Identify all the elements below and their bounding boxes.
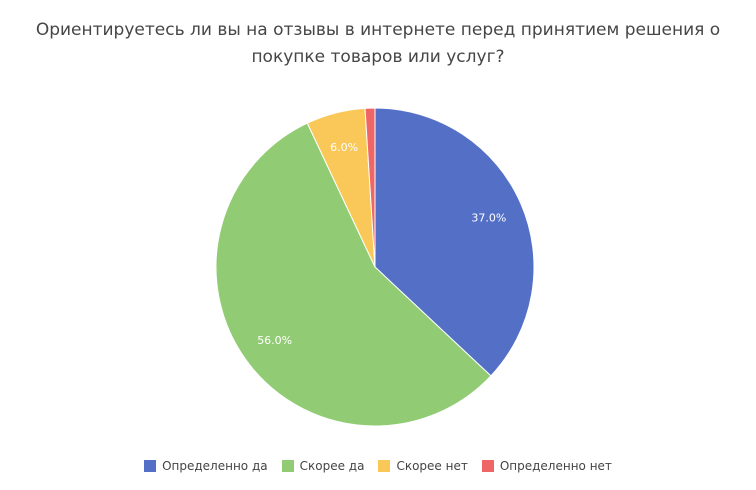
legend-label: Определенно нет <box>499 459 612 473</box>
legend-item-rather-no[interactable]: Скорее нет <box>378 459 468 473</box>
pie-slice-3[interactable] <box>364 107 376 268</box>
pie-slice-0[interactable] <box>374 107 535 377</box>
legend-label: Скорее нет <box>396 459 468 473</box>
pie-slice-label: 56.0% <box>257 334 292 347</box>
legend-swatch <box>378 460 391 472</box>
legend-swatch <box>144 460 157 472</box>
legend-item-rather-yes[interactable]: Скорее да <box>281 459 365 473</box>
pie-labels: 37.0% 56.0% 6.0% <box>257 141 506 347</box>
pie-slices <box>215 107 535 427</box>
pie-slice-label: 6.0% <box>330 141 358 154</box>
chart-title-line-2: покупке товаров или услуг? <box>251 47 505 67</box>
legend-label: Определенно да <box>162 459 268 473</box>
legend-swatch <box>481 460 494 472</box>
legend-item-definitely-no[interactable]: Определенно нет <box>481 459 612 473</box>
chart-title-line-1: Ориентируетесь ли вы на отзывы в интерне… <box>35 20 721 40</box>
legend-label: Скорее да <box>299 459 365 473</box>
pie-slice-1[interactable] <box>215 122 492 427</box>
legend-item-definitely-yes[interactable]: Определенно да <box>144 459 268 473</box>
legend: Определенно да Скорее да Скорее нет Опре… <box>0 459 756 473</box>
pie-slice-label: 37.0% <box>471 212 506 225</box>
chart-title: Ориентируетесь ли вы на отзывы в интерне… <box>0 17 756 71</box>
legend-swatch <box>281 460 294 472</box>
